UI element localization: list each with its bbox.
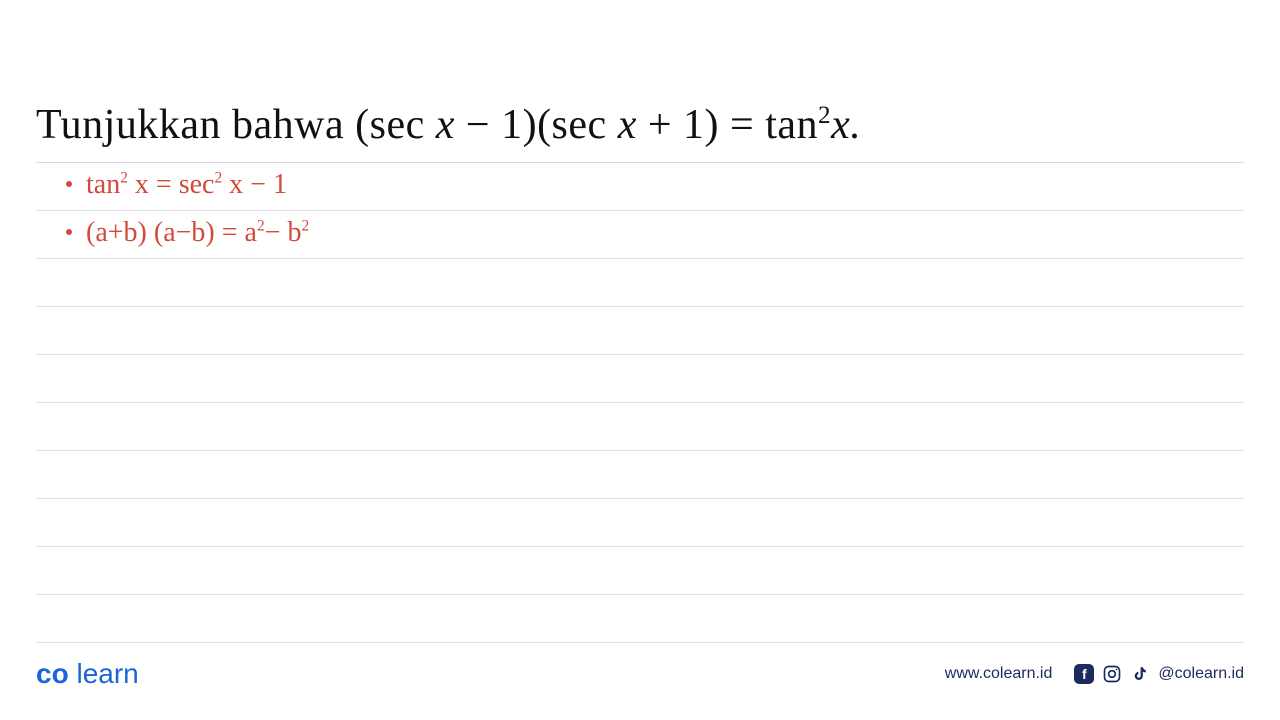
hw-sup: 2	[301, 218, 309, 235]
ruled-line: (a+b) (a−b) = a2− b2	[36, 211, 1244, 259]
problem-statement: Tunjukkan bahwa (sec x − 1)(sec x + 1) =…	[36, 100, 1244, 150]
hw-text: x = sec	[128, 169, 215, 200]
tiktok-icon	[1130, 664, 1150, 684]
worksheet-page: Tunjukkan bahwa (sec x − 1)(sec x + 1) =…	[0, 0, 1280, 720]
ruled-line	[36, 355, 1244, 403]
ruled-lines-area: tan2 x = sec2 x − 1 (a+b) (a−b) = a2− b2	[36, 163, 1244, 643]
footer-url: www.colearn.id	[945, 665, 1053, 683]
ruled-line	[36, 547, 1244, 595]
ruled-line	[36, 499, 1244, 547]
hw-text: − b	[265, 217, 302, 248]
variable-x: x	[618, 102, 637, 148]
ruled-line	[36, 451, 1244, 499]
handwritten-line-1: tan2 x = sec2 x − 1	[66, 169, 287, 201]
social-icons: f @colearn.id	[1074, 664, 1244, 684]
expr-part: (sec	[355, 102, 436, 148]
problem-statement-area: Tunjukkan bahwa (sec x − 1)(sec x + 1) =…	[36, 100, 1244, 163]
ruled-line	[36, 259, 1244, 307]
hw-text: (a+b) (a−b) = a	[86, 217, 257, 248]
hw-sup: 2	[120, 170, 128, 187]
handwritten-line-2: (a+b) (a−b) = a2− b2	[66, 217, 309, 249]
facebook-icon: f	[1074, 664, 1094, 684]
footer-handle: @colearn.id	[1158, 665, 1244, 683]
instagram-icon	[1102, 664, 1122, 684]
expr-part: − 1)(sec	[455, 102, 618, 148]
bullet-icon	[66, 229, 72, 235]
expr-end: x.	[831, 102, 861, 148]
hw-text: tan	[86, 169, 120, 200]
exponent-2: 2	[818, 102, 831, 129]
footer-right: www.colearn.id f @colearn.id	[945, 664, 1244, 684]
hw-sup: 2	[257, 218, 265, 235]
problem-prefix: Tunjukkan bahwa	[36, 102, 355, 148]
hw-text: x − 1	[222, 169, 287, 200]
bullet-icon	[66, 181, 72, 187]
ruled-line: tan2 x = sec2 x − 1	[36, 163, 1244, 211]
variable-x: x	[436, 102, 455, 148]
ruled-line	[36, 595, 1244, 643]
ruled-line	[36, 307, 1244, 355]
colearn-logo: co learn	[36, 658, 139, 690]
ruled-line	[36, 403, 1244, 451]
expr-part: + 1) = tan	[637, 102, 818, 148]
footer: co learn www.colearn.id f @co	[36, 658, 1244, 690]
logo-co: co	[36, 658, 69, 689]
logo-learn: learn	[69, 658, 139, 689]
